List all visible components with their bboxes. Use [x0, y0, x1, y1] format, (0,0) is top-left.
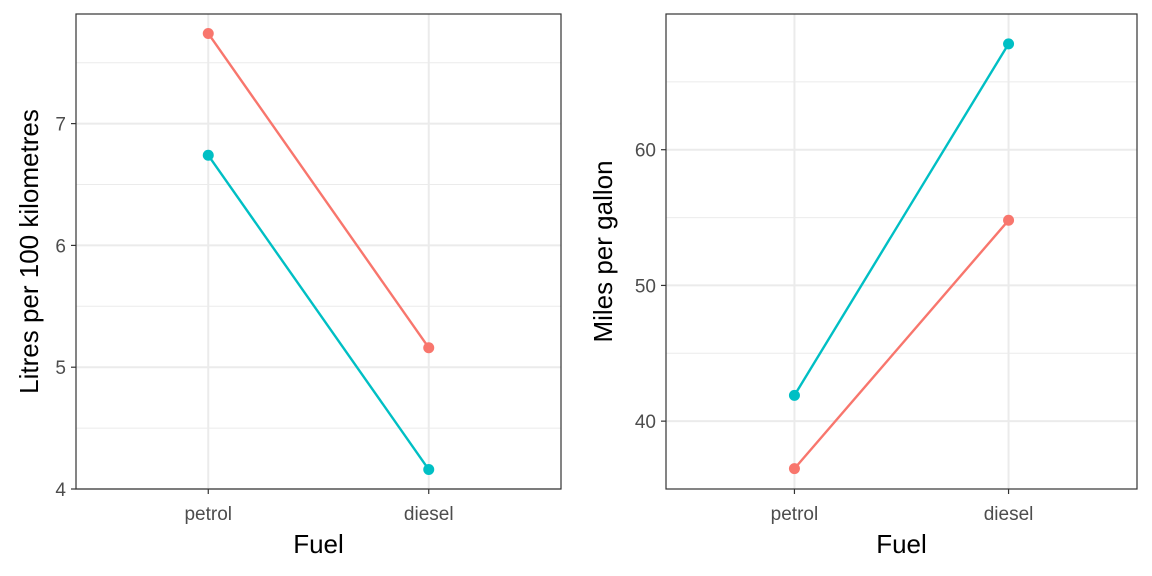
right-y-tick-label: 60 — [635, 141, 656, 162]
left-y-tick-label: 7 — [55, 115, 66, 136]
left-data-point-diesel — [423, 464, 435, 476]
left-y-axis-title: Litres per 100 kilometres — [14, 109, 44, 394]
left-data-point-diesel — [423, 342, 435, 354]
left-y-tick-label: 4 — [55, 480, 66, 501]
left-x-axis-title: Fuel — [293, 529, 344, 559]
right-series-line-2 — [793, 43, 1010, 396]
right-axes: 40 50 60 petrol diesel — [635, 141, 1034, 525]
right-chart-panel: 40 50 60 petrol diesel Fuel Miles per gallon — [588, 13, 1138, 559]
left-y-tick-label: 6 — [55, 236, 66, 257]
left-y-tick-label: 5 — [55, 358, 66, 379]
left-x-tick-label-petrol: petrol — [184, 504, 232, 525]
right-data-point-petrol — [788, 463, 800, 475]
right-data-point-diesel — [1003, 38, 1015, 50]
left-series — [202, 27, 435, 476]
right-x-axis-title: Fuel — [876, 529, 927, 559]
left-gridlines — [76, 14, 561, 490]
right-series-line-1 — [793, 219, 1010, 470]
left-chart-panel: 4 5 6 7 petrol diesel Fuel Litres per 100 kil… — [14, 13, 562, 559]
left-data-point-petrol — [202, 149, 214, 161]
right-y-tick-label: 50 — [635, 276, 656, 297]
left-x-tick-label-diesel: diesel — [404, 504, 454, 525]
right-data-point-diesel — [1003, 214, 1015, 226]
right-x-tick-label-diesel: diesel — [984, 504, 1034, 525]
left-data-point-petrol — [202, 27, 214, 39]
left-series-line-1 — [207, 32, 430, 349]
left-series-line-2 — [207, 154, 430, 471]
right-y-tick-label: 40 — [635, 412, 656, 433]
right-panel-border — [665, 13, 1138, 490]
right-data-point-petrol — [788, 389, 800, 401]
left-panel-border — [75, 13, 562, 490]
right-gridlines — [666, 14, 1137, 490]
right-y-axis-title: Miles per gallon — [588, 160, 618, 342]
left-axes: 4 5 6 7 petrol diesel — [55, 115, 453, 525]
right-series — [788, 38, 1015, 475]
right-x-tick-label-petrol: petrol — [771, 504, 819, 525]
